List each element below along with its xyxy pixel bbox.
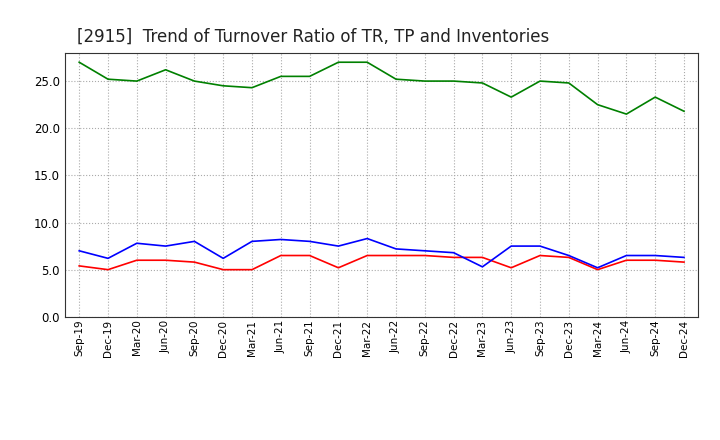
Trade Receivables [449, 255, 458, 260]
Inventories [219, 83, 228, 88]
Inventories [478, 81, 487, 86]
Trade Payables [276, 237, 285, 242]
Trade Payables [536, 243, 544, 249]
Trade Receivables [132, 257, 141, 263]
Inventories [449, 78, 458, 84]
Inventories [190, 78, 199, 84]
Trade Receivables [420, 253, 429, 258]
Trade Receivables [161, 257, 170, 263]
Trade Receivables [680, 260, 688, 265]
Inventories [363, 59, 372, 65]
Trade Receivables [104, 267, 112, 272]
Trade Receivables [75, 263, 84, 268]
Trade Receivables [593, 267, 602, 272]
Inventories [593, 102, 602, 107]
Trade Receivables [190, 260, 199, 265]
Trade Receivables [507, 265, 516, 271]
Trade Receivables [305, 253, 314, 258]
Trade Payables [651, 253, 660, 258]
Trade Payables [219, 256, 228, 261]
Inventories [392, 77, 400, 82]
Trade Payables [622, 253, 631, 258]
Trade Payables [334, 243, 343, 249]
Text: [2915]  Trend of Turnover Ratio of TR, TP and Inventories: [2915] Trend of Turnover Ratio of TR, TP… [78, 28, 550, 46]
Trade Receivables [392, 253, 400, 258]
Inventories [248, 85, 256, 90]
Trade Payables [420, 248, 429, 253]
Trade Payables [161, 243, 170, 249]
Inventories [276, 74, 285, 79]
Trade Payables [132, 241, 141, 246]
Inventories [334, 59, 343, 65]
Trade Receivables [564, 255, 573, 260]
Trade Payables [75, 248, 84, 253]
Trade Receivables [651, 257, 660, 263]
Trade Receivables [622, 257, 631, 263]
Trade Payables [392, 246, 400, 252]
Line: Inventories: Inventories [79, 62, 684, 114]
Trade Receivables [276, 253, 285, 258]
Inventories [564, 81, 573, 86]
Trade Payables [564, 253, 573, 258]
Inventories [651, 95, 660, 100]
Trade Payables [449, 250, 458, 255]
Inventories [680, 109, 688, 114]
Inventories [622, 111, 631, 117]
Line: Trade Payables: Trade Payables [79, 238, 684, 268]
Trade Receivables [248, 267, 256, 272]
Trade Payables [305, 239, 314, 244]
Trade Payables [104, 256, 112, 261]
Trade Payables [248, 239, 256, 244]
Trade Payables [680, 255, 688, 260]
Line: Trade Receivables: Trade Receivables [79, 256, 684, 270]
Inventories [305, 74, 314, 79]
Inventories [161, 67, 170, 73]
Inventories [507, 95, 516, 100]
Inventories [104, 77, 112, 82]
Inventories [132, 78, 141, 84]
Trade Receivables [536, 253, 544, 258]
Inventories [420, 78, 429, 84]
Inventories [75, 59, 84, 65]
Trade Receivables [219, 267, 228, 272]
Trade Payables [478, 264, 487, 269]
Trade Payables [363, 236, 372, 241]
Trade Payables [507, 243, 516, 249]
Trade Receivables [363, 253, 372, 258]
Trade Receivables [478, 255, 487, 260]
Trade Payables [190, 239, 199, 244]
Trade Payables [593, 265, 602, 271]
Trade Receivables [334, 265, 343, 271]
Inventories [536, 78, 544, 84]
